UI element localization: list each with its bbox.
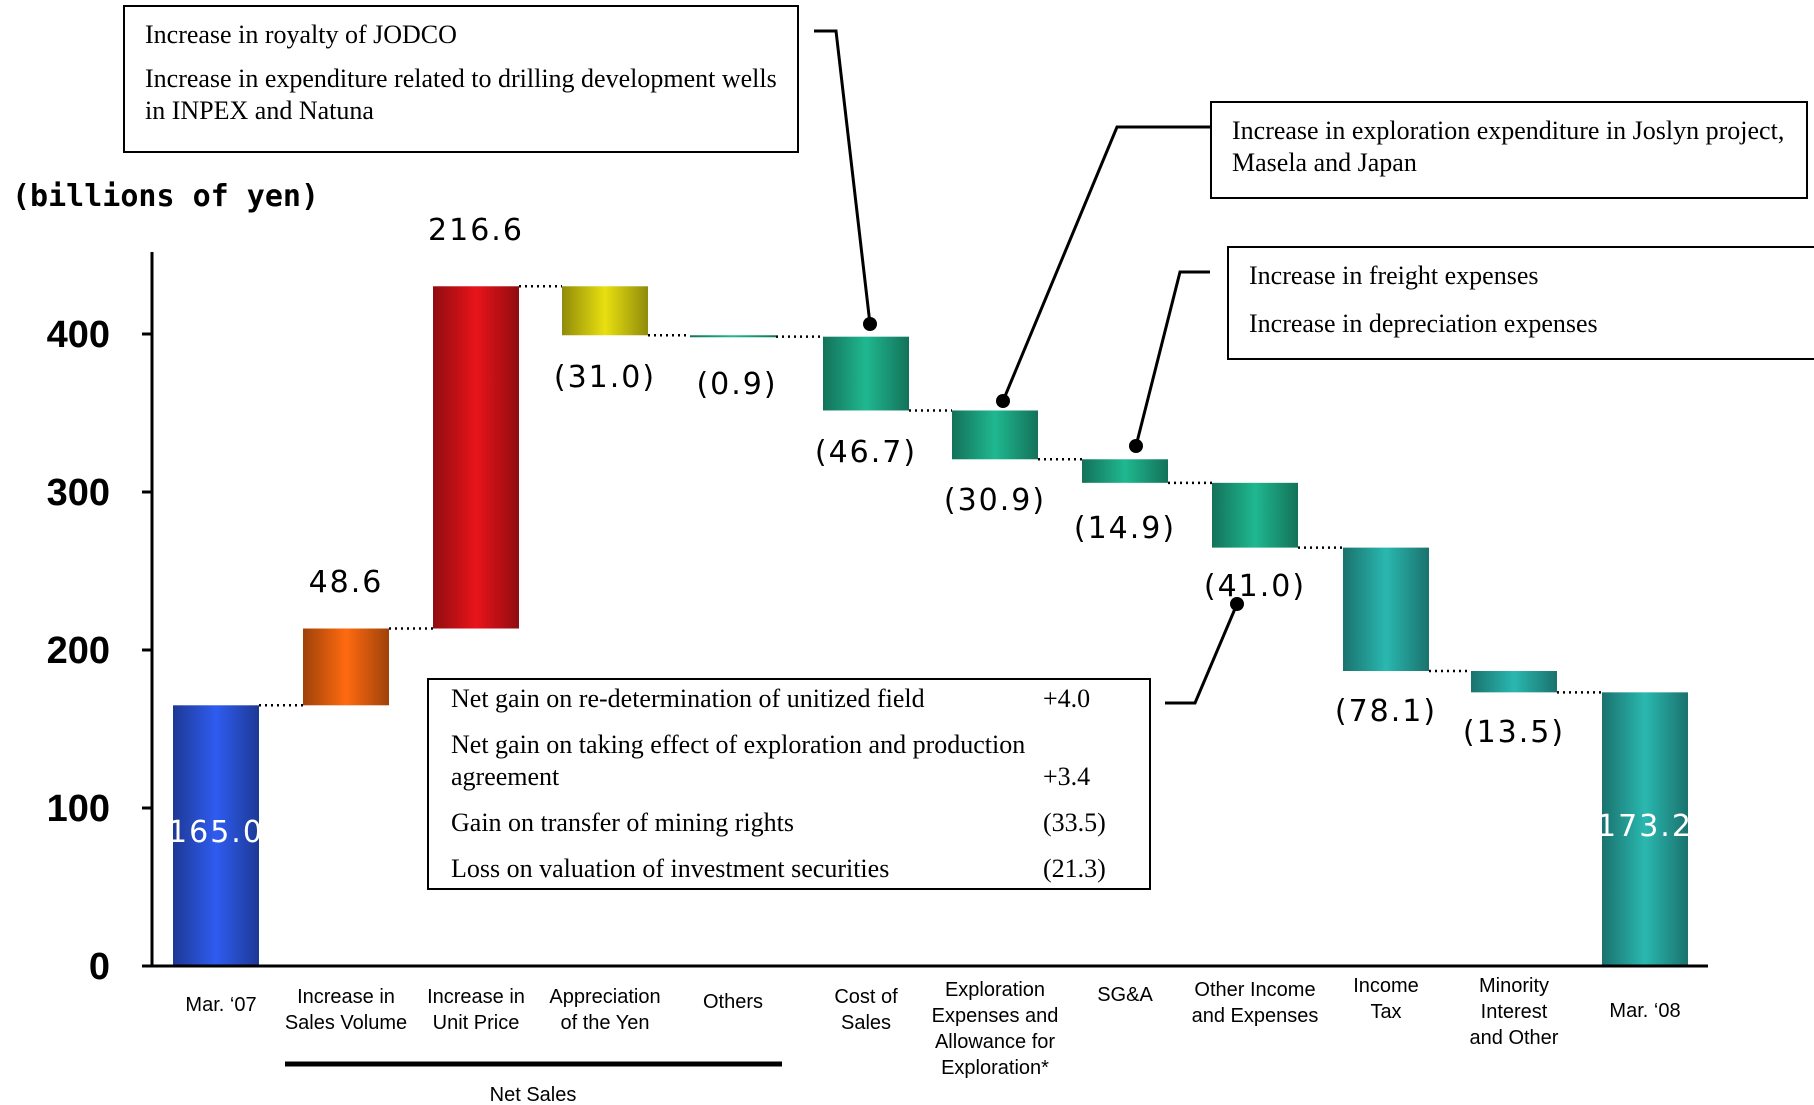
category-label-2: Increase in	[427, 986, 525, 1008]
value-label-9: (78.1)	[1335, 694, 1437, 729]
callout-freight-line-2: Increase in depreciation expenses	[1249, 309, 1598, 338]
leader-dot-3	[1230, 597, 1244, 611]
bar-4	[690, 335, 776, 338]
leader-dot-1	[996, 394, 1010, 408]
category-label-6: Allowance for	[935, 1031, 1055, 1053]
value-label-10: (13.5)	[1463, 715, 1565, 750]
y-tick-label: 100	[47, 788, 110, 830]
value-label-8: (41.0)	[1204, 569, 1306, 604]
y-tick-label: 300	[47, 472, 110, 514]
row-value: +3.4	[1043, 762, 1091, 791]
category-label-6: Exploration*	[941, 1057, 1049, 1079]
row-value: +4.0	[1043, 684, 1091, 713]
callout-other-income: Net gain on re-determination of unitized…	[427, 678, 1151, 890]
category-label-2: Unit Price	[433, 1012, 520, 1034]
bar-6	[952, 410, 1038, 460]
callout-freight-line-1: Increase in freight expenses	[1249, 261, 1539, 290]
bar-9	[1343, 547, 1429, 672]
y-ticks: 0 100 200 300 400	[47, 314, 152, 988]
category-labels: Mar. ‘07 Increase in Sales Volume Increase …	[185, 975, 1680, 1079]
category-label-9: Income	[1353, 975, 1419, 997]
bar-8	[1212, 482, 1298, 548]
bar-1	[303, 628, 389, 706]
leader-line-0	[814, 29, 872, 325]
leader-line-3	[1165, 603, 1239, 705]
row-label: Net gain on re-determination of unitized…	[451, 684, 925, 713]
row-label: Gain on transfer of mining rights	[451, 808, 794, 837]
value-label-0: 165.0	[168, 815, 264, 850]
bar-7	[1082, 459, 1168, 483]
row-label: Net gain on taking effect of exploration…	[451, 730, 1026, 791]
category-label-3: Appreciation	[549, 986, 660, 1008]
row-value: (21.3)	[1043, 854, 1106, 883]
callout-leader-lines	[814, 29, 1244, 705]
y-axis-label: (billions of yen)	[12, 179, 319, 214]
bracket-label: Net Sales	[490, 1084, 577, 1105]
table-row: Loss on valuation of investment securiti…	[451, 853, 1131, 885]
y-tick-label: 400	[47, 314, 110, 356]
bar-2	[433, 286, 519, 629]
leader-line-2	[1134, 270, 1210, 447]
bar-5	[823, 336, 909, 411]
value-label-2: 216.6	[428, 213, 524, 248]
row-value: (33.5)	[1043, 808, 1106, 837]
value-label-5: (46.7)	[815, 435, 917, 470]
category-label-6: Expenses and	[932, 1005, 1059, 1027]
bar-11	[1602, 692, 1688, 966]
axes	[150, 252, 1708, 968]
bar-10	[1471, 671, 1557, 693]
table-row: Net gain on taking effect of exploration…	[451, 729, 1131, 807]
callout-jodco-line-2: Increase in expenditure related to drill…	[145, 64, 777, 125]
category-label-7: SG&A	[1097, 984, 1153, 1006]
bars	[173, 286, 1688, 966]
value-label-4: (0.9)	[696, 367, 777, 402]
category-label-10: and Other	[1470, 1027, 1559, 1049]
category-label-5: Cost of	[834, 986, 898, 1008]
value-label-7: (14.9)	[1074, 511, 1176, 546]
category-label-11: Mar. ‘08	[1609, 1000, 1680, 1022]
value-label-11: 173.2	[1597, 809, 1693, 844]
bar-0	[173, 705, 259, 966]
callout-jodco: Increase in royalty of JODCO Increase in…	[123, 5, 799, 153]
category-label-4: Others	[703, 991, 763, 1013]
table-row: Gain on transfer of mining rights (33.5)	[451, 807, 1131, 853]
row-label: Loss on valuation of investment securiti…	[451, 854, 890, 883]
callout-jodco-line-1: Increase in royalty of JODCO	[145, 20, 457, 49]
other-income-table: Net gain on re-determination of unitized…	[451, 683, 1131, 885]
y-tick-label: 0	[89, 946, 110, 988]
category-label-6: Exploration	[945, 979, 1045, 1001]
category-label-10: Interest	[1481, 1001, 1548, 1023]
category-label-10: Minority	[1479, 975, 1549, 997]
category-label-0: Mar. ‘07	[185, 994, 256, 1016]
category-label-3: of the Yen	[561, 1012, 650, 1034]
category-label-1: Increase in	[297, 986, 395, 1008]
category-label-1: Sales Volume	[285, 1012, 407, 1034]
value-label-1: 48.6	[309, 565, 384, 600]
category-label-8: and Expenses	[1192, 1005, 1319, 1027]
net-sales-bracket: Net Sales	[285, 1061, 782, 1105]
category-label-5: Sales	[841, 1012, 891, 1034]
value-label-3: (31.0)	[554, 360, 656, 395]
callout-exploration: Increase in exploration expenditure in J…	[1210, 101, 1808, 199]
bar-3	[562, 286, 648, 336]
connector-lines	[259, 285, 1602, 707]
category-label-8: Other Income	[1194, 979, 1315, 1001]
category-label-9: Tax	[1370, 1001, 1401, 1023]
table-row: Net gain on re-determination of unitized…	[451, 683, 1131, 729]
leader-line-1	[1001, 125, 1210, 402]
y-tick-label: 200	[47, 630, 110, 672]
value-label-6: (30.9)	[944, 483, 1046, 518]
leader-dot-2	[1129, 439, 1143, 453]
callout-exploration-line-1: Increase in exploration expenditure in J…	[1232, 116, 1785, 177]
leader-dot-0	[863, 317, 877, 331]
value-labels: 165.0 48.6 216.6 (31.0) (0.9) (46.7) (30.9) (14…	[168, 213, 1693, 850]
callout-freight: Increase in freight expenses Increase in…	[1227, 246, 1814, 360]
